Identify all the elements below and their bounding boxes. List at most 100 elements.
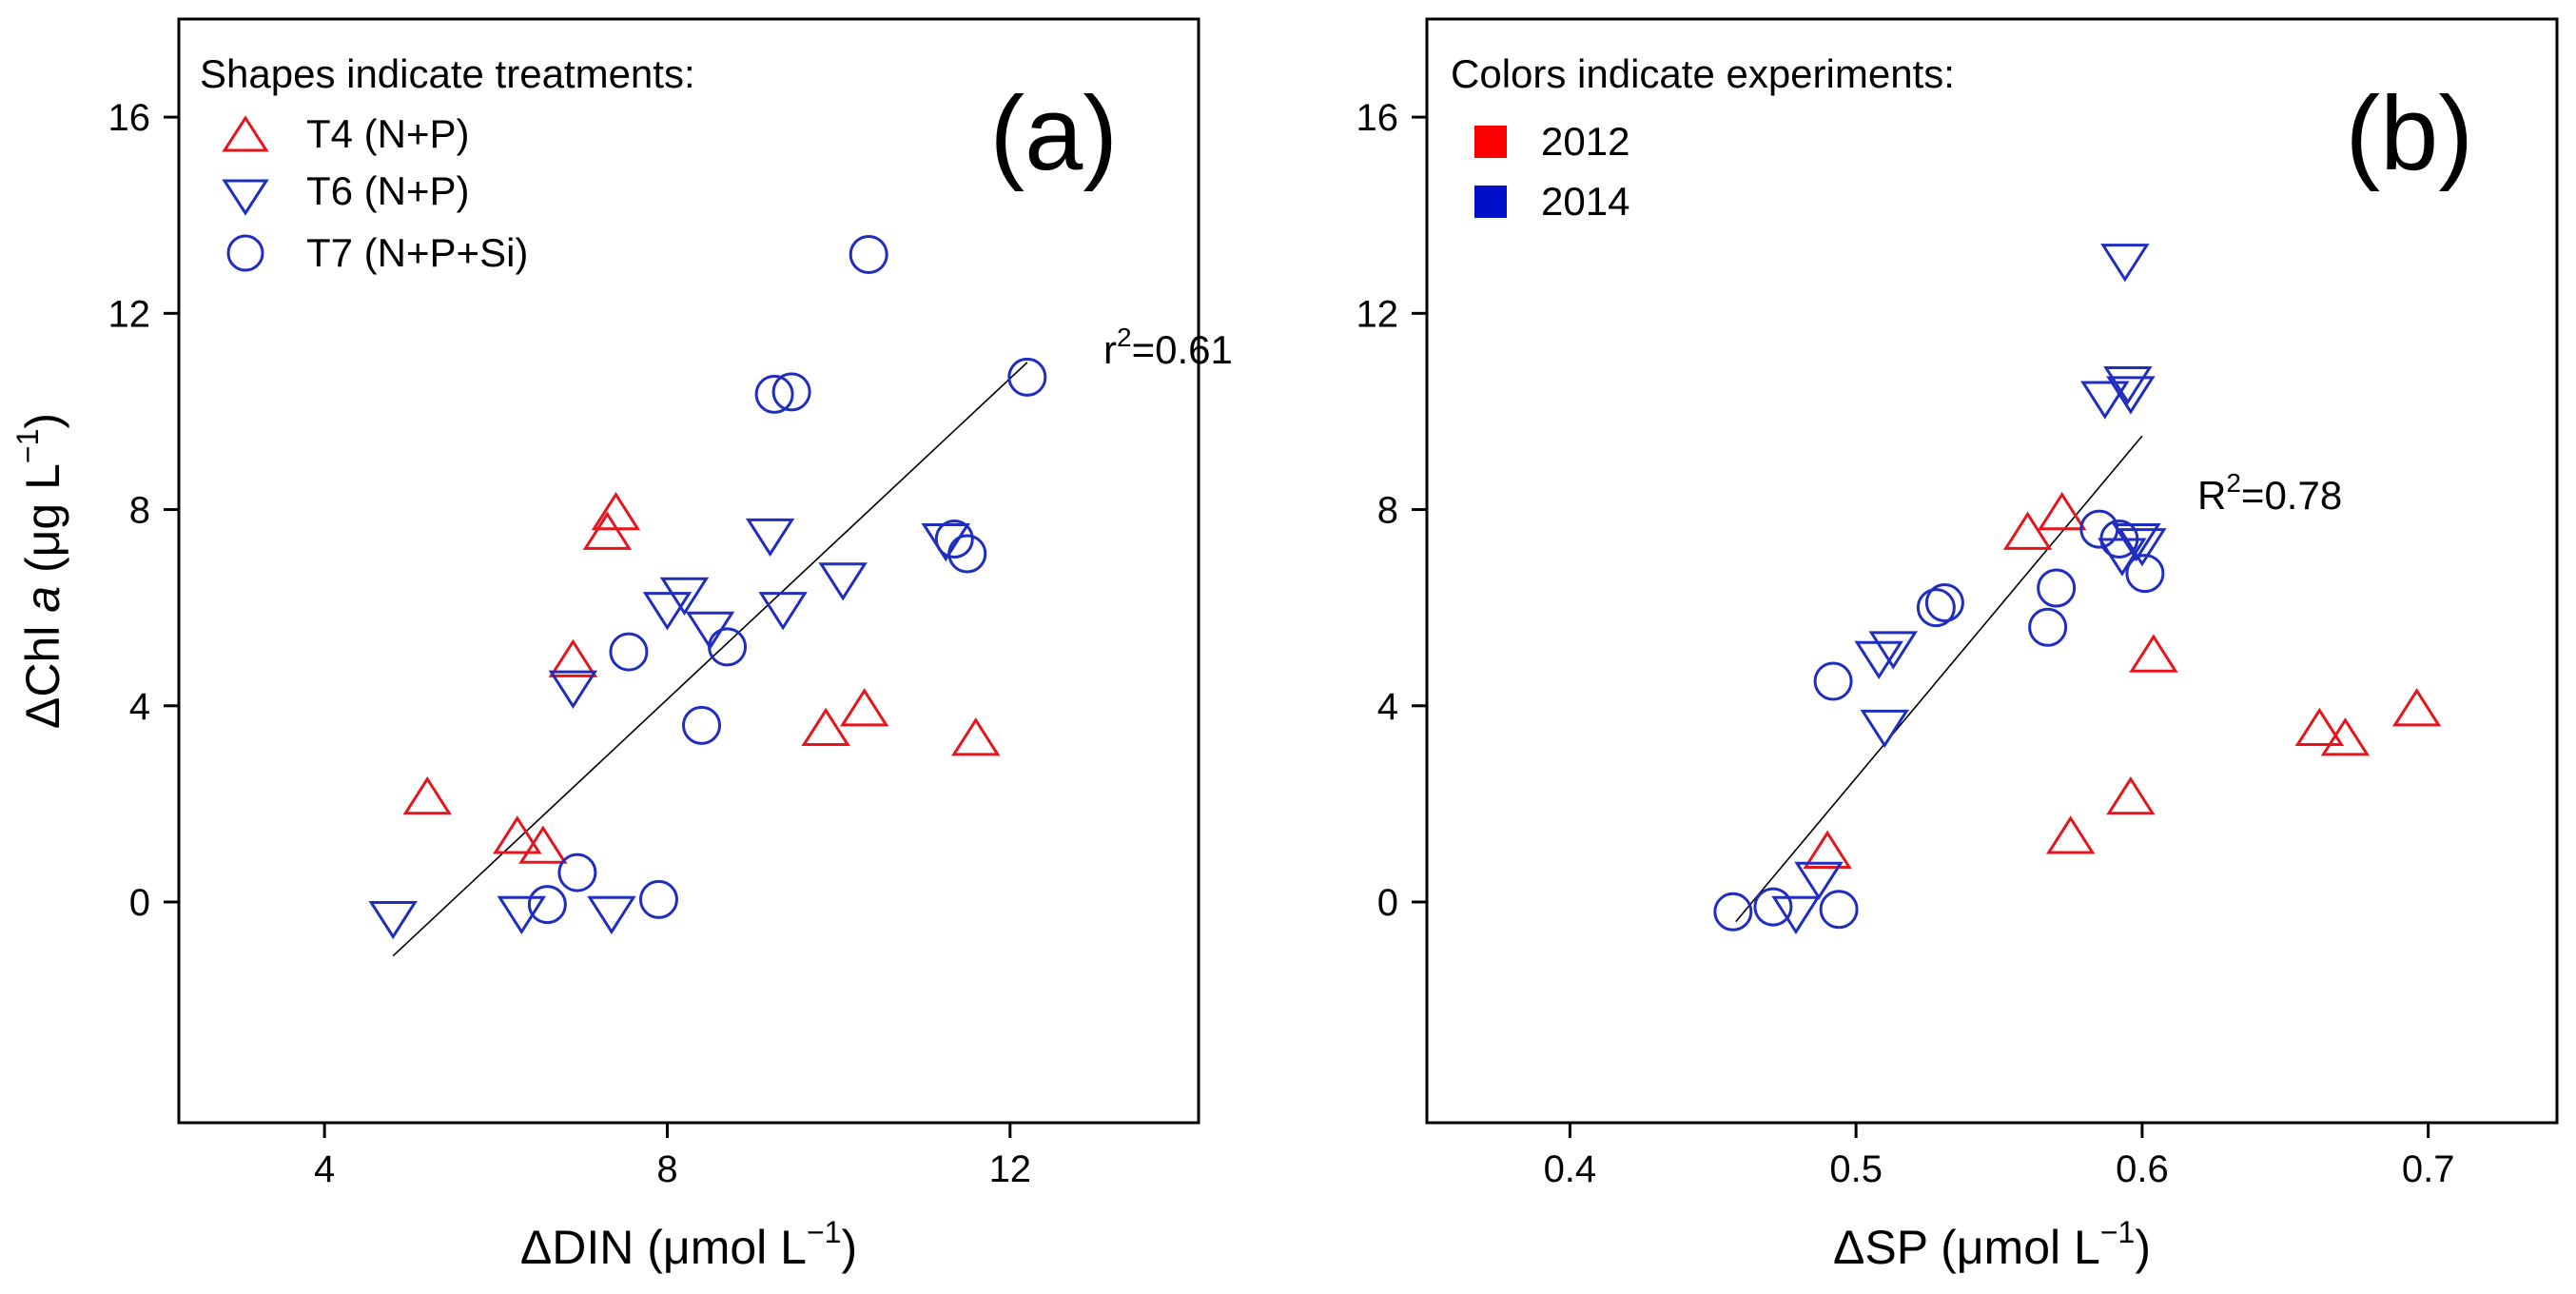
panel-a-fit-label: r2=0.61	[1103, 323, 1233, 372]
panel-a-fit	[392, 362, 1028, 957]
x-tick-label: 8	[656, 1148, 677, 1190]
panel-a-legend-title: Shapes indicate treatments:	[200, 51, 695, 96]
data-point-triangle-up	[2320, 717, 2371, 756]
panel-a-legend-entry-1: T6 (N+P)	[222, 168, 470, 216]
data-point-triangle-down	[1771, 895, 1821, 935]
y-tick-label: 4	[1377, 686, 1398, 728]
data-point-triangle-down	[1794, 861, 1844, 901]
panel-b-legend-entry-1: 2014	[1474, 179, 1630, 224]
panel-b-fit-label: R2=0.78	[2197, 468, 2342, 518]
data-point-circle	[754, 374, 794, 414]
data-point-circle	[2125, 554, 2165, 594]
data-point-triangle-down	[548, 670, 598, 709]
y-tick-label: 12	[1356, 293, 1399, 335]
data-point-triangle-down	[659, 577, 710, 616]
data-point-triangle-down	[2103, 366, 2153, 405]
data-point-triangle-up	[2391, 688, 2442, 727]
panel-a: 4 8 12 0 4 8 12 16 (a) ΔDIN (μmol L−1) ΔChl a (…	[10, 17, 1233, 1274]
data-point-circle	[682, 705, 722, 745]
panel-b: 0.4 0.5 0.6 0.7 0 4 8 12 16 (b) ΔSP (μmol L−1) C…	[1356, 17, 2559, 1274]
panel-b-legend-title: Colors indicate experiments:	[1451, 51, 1955, 96]
data-point-triangle-down	[2112, 522, 2161, 562]
panel-b-fit	[1735, 435, 2143, 923]
legend-marker-circle	[226, 234, 264, 272]
panel-a-legend-entry-0: T4 (N+P)	[222, 111, 470, 156]
panel-b-legend-entry-0: 2012	[1474, 119, 1630, 164]
y-tick-label: 0	[1377, 882, 1398, 924]
data-point-triangle-up	[839, 688, 889, 727]
data-point-triangle-down	[1854, 640, 1903, 680]
panel-a-legend-entry-2: T7 (N+P+Si)	[226, 230, 528, 275]
panel-b-x-axis-label: ΔSP (μmol L−1)	[1833, 1215, 2151, 1274]
data-point-triangle-up	[2037, 491, 2087, 531]
y-tick-label: 4	[129, 686, 150, 728]
data-point-triangle-down	[921, 522, 970, 562]
data-point-circle	[1916, 588, 1956, 628]
panel-b-tag: (b)	[2346, 75, 2473, 192]
data-point-triangle-up	[402, 775, 452, 815]
data-point-circle	[771, 372, 811, 412]
x-tick-label: 0.5	[1829, 1148, 1883, 1190]
data-point-triangle-up	[951, 717, 1001, 756]
data-point-circle	[2028, 607, 2068, 647]
panel-b-legend-label-0: 2012	[1541, 119, 1630, 164]
data-point-triangle-up	[591, 491, 641, 531]
data-point-triangle-up	[2002, 511, 2053, 550]
data-point-circle	[1713, 892, 1753, 931]
y-tick-label: 0	[129, 882, 150, 924]
data-point-circle	[2099, 519, 2139, 559]
panel-a-plot-frame	[177, 17, 1200, 1125]
data-point-triangle-down	[497, 895, 547, 935]
data-point-triangle-up	[548, 638, 598, 677]
panel-b-plot-frame	[1425, 17, 2559, 1125]
data-point-triangle-up	[2129, 634, 2178, 673]
data-point-triangle-up	[801, 707, 850, 747]
panel-a-x-axis-label: ΔDIN (μmol L−1)	[520, 1215, 857, 1274]
data-point-triangle-down	[1868, 631, 1918, 670]
data-point-triangle-down	[1860, 709, 1909, 749]
data-point-triangle-up	[2106, 775, 2156, 815]
data-point-circle	[708, 627, 748, 667]
panel-a-legend-label-1: T6 (N+P)	[306, 168, 470, 213]
y-tick-label: 8	[1377, 490, 1398, 532]
panel-b-points	[1713, 244, 2442, 935]
data-point-triangle-up	[518, 825, 568, 864]
data-point-triangle-down	[642, 592, 693, 631]
legend-marker-square-2014	[1474, 186, 1507, 218]
data-point-circle	[2079, 509, 2119, 549]
data-point-triangle-down	[758, 592, 808, 631]
data-point-triangle-down	[587, 895, 636, 935]
data-point-triangle-up	[2045, 815, 2096, 854]
panel-a-y-axis-label: ΔChl a (μg L−1)	[10, 413, 69, 729]
panel-a-ticks: 4 8 12 0 4 8 12 16	[108, 97, 1032, 1190]
y-tick-label: 8	[129, 490, 150, 532]
data-point-triangle-up	[582, 511, 633, 550]
data-point-triangle-down	[2080, 381, 2130, 420]
data-point-triangle-up	[1803, 830, 1852, 869]
legend-marker-triangle-down	[222, 179, 269, 216]
x-tick-label: 0.7	[2402, 1148, 2455, 1190]
y-tick-label: 16	[108, 97, 151, 139]
data-point-circle	[1007, 357, 1047, 397]
panel-b-legend-label-1: 2014	[1541, 179, 1630, 224]
data-point-circle	[947, 534, 987, 574]
data-point-triangle-down	[2106, 376, 2156, 415]
y-tick-label: 12	[108, 293, 151, 335]
x-tick-label: 12	[989, 1148, 1032, 1190]
legend-marker-triangle-up	[222, 115, 269, 152]
data-point-triangle-down	[2100, 244, 2150, 283]
data-point-circle	[1819, 890, 1859, 930]
data-point-circle	[638, 879, 678, 919]
data-point-triangle-down	[745, 518, 795, 558]
data-point-circle	[1753, 887, 1793, 927]
x-tick-label: 0.6	[2116, 1148, 2169, 1190]
data-point-circle	[609, 632, 649, 672]
legend-marker-square-2012	[1474, 126, 1507, 158]
data-point-triangle-down	[368, 900, 418, 940]
y-tick-label: 16	[1356, 97, 1399, 139]
data-point-triangle-up	[493, 815, 542, 854]
regression-line	[1735, 435, 2143, 923]
data-point-triangle-down	[2117, 528, 2167, 567]
panel-b-legend: Colors indicate experiments: 2012 2014	[1451, 51, 1955, 224]
data-point-circle	[934, 519, 974, 559]
